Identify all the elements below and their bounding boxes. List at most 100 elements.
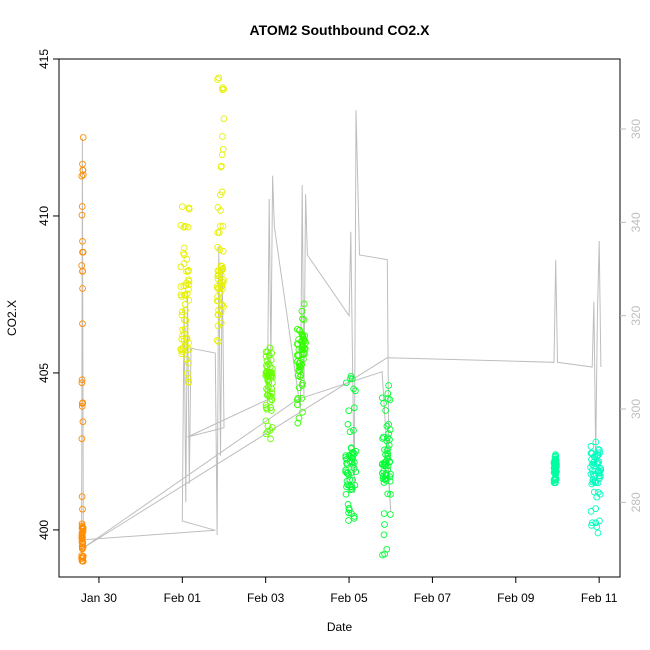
data-point [550,479,558,487]
data-point [345,452,353,459]
data-point [381,521,388,528]
data-point [79,285,86,292]
data-point [596,449,604,457]
data-point [379,435,386,442]
data-point [350,404,358,412]
data-point [300,316,308,324]
data-point [299,345,306,353]
data-point [588,522,595,529]
point-cluster-1 [78,134,87,565]
data-point [215,271,223,279]
data-point [185,339,192,347]
point-cluster-9 [587,438,605,537]
data-point [79,553,86,561]
data-point [350,515,358,522]
data-point [263,405,271,413]
data-point [587,508,595,515]
data-point [78,524,86,532]
data-point [384,490,392,498]
data-point [218,188,226,196]
data-point [596,490,604,498]
data-point [347,486,355,494]
data-point [342,379,350,387]
data-point [592,477,599,485]
data-point [213,297,221,305]
data-point [177,345,185,353]
data-point [262,401,270,409]
data-point [387,470,394,478]
data-point [185,285,192,293]
y-axis-label: CO2.X [5,300,19,336]
data-point [262,353,270,360]
data-point [220,115,228,123]
data-point [345,517,352,524]
data-point [380,479,388,486]
data-point [587,464,594,471]
data-point [594,468,602,476]
data-point [384,450,392,457]
data-point [219,222,227,230]
data-point [79,237,86,245]
data-point [79,399,87,407]
data-point [214,76,221,83]
x-tick-label: Feb 11 [581,591,618,605]
data-point [267,435,274,443]
data-point [553,460,560,468]
data-point [592,438,600,446]
data-point [263,385,270,393]
data-point [343,469,351,477]
data-point [384,390,392,397]
data-point [219,86,226,94]
data-point [183,369,191,377]
data-point [382,407,389,414]
data-point [267,356,275,364]
data-point [79,320,86,328]
data-point [294,401,301,409]
data-point [79,171,87,179]
data-point [185,359,192,367]
y2-tick-label: 300 [629,399,643,419]
data-point [551,469,559,477]
data-point [387,511,394,518]
data-point [596,517,603,525]
data-point [263,369,271,376]
data-point [299,332,306,339]
data-point [344,420,352,428]
data-point [552,451,559,458]
x-tick-label: Feb 09 [497,591,535,605]
data-point [264,387,272,394]
data-point [386,477,394,485]
secondary-line-layer [81,110,602,550]
data-point [342,468,349,476]
data-point [384,434,391,442]
data-point [78,379,86,387]
data-point [380,461,388,468]
data-point [218,151,226,159]
data-point [301,337,309,345]
data-point [298,343,306,350]
data-point [180,251,188,259]
point-cluster-6 [342,372,360,524]
data-point [294,419,302,427]
data-point [587,443,595,450]
data-point [265,383,272,391]
data-point [387,490,394,498]
data-point [346,428,354,436]
data-point [380,433,387,441]
data-point [295,414,303,422]
data-point [268,396,276,403]
data-point [185,277,193,285]
data-point [342,452,350,459]
point-cluster-4 [262,344,276,443]
data-point [218,283,225,291]
data-point [293,352,301,359]
data-point [181,301,189,308]
data-point [268,372,275,379]
data-point [349,449,356,457]
data-point [181,325,189,333]
data-point [183,268,190,275]
data-point [594,451,602,459]
data-point [347,375,354,382]
chart-title: ATOM2 Southbound CO2.X [250,22,431,38]
data-point [78,493,86,500]
